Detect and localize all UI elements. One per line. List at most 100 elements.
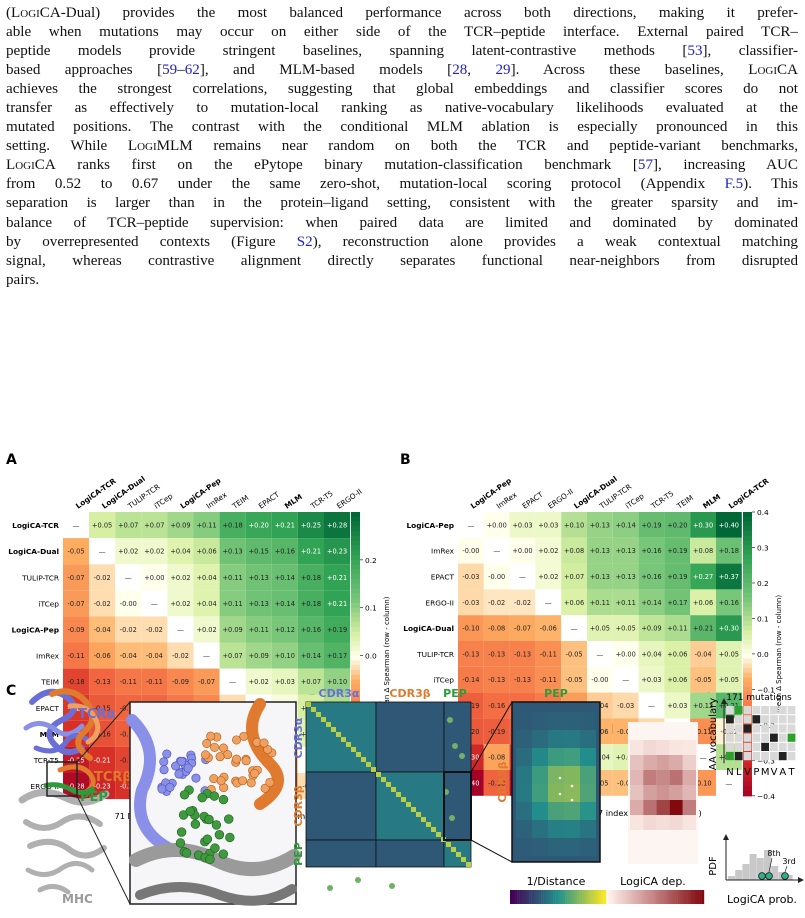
pep-atom <box>179 790 190 800</box>
heat-cell <box>664 589 691 616</box>
citation-link[interactable]: 57 <box>637 157 654 174</box>
citation-link[interactable]: S2 <box>296 233 313 250</box>
heat-cell-label: — <box>648 703 655 711</box>
heat-cell <box>561 512 587 538</box>
citation-link[interactable]: 28 <box>452 62 468 79</box>
text-run: mutated positions. The contrast with the… <box>6 119 798 136</box>
label-mhc: MHC <box>62 892 93 906</box>
colorbar-segment <box>743 620 752 627</box>
heat-cell <box>324 616 351 643</box>
zoom-line <box>470 701 513 773</box>
heat-cell-label: -0.02 <box>94 600 111 608</box>
heat-cell-label: +0.20 <box>667 521 687 529</box>
legend-gradient <box>603 890 607 904</box>
zoom-cell <box>580 748 596 766</box>
heat-cell <box>89 668 116 695</box>
heat-cell <box>271 564 298 591</box>
legend-gradient <box>653 890 657 904</box>
row-label: TULIP-TCR <box>416 650 454 659</box>
heat-cell <box>89 512 116 539</box>
dependency-cell <box>682 815 696 830</box>
legend-gradient <box>617 890 621 904</box>
colorbar-segment <box>743 601 752 608</box>
column-label: TEIM <box>674 493 695 511</box>
pep-atom <box>181 848 192 858</box>
vocab-cell <box>778 733 787 742</box>
legend-gradient <box>510 890 513 904</box>
heat-cell <box>458 641 484 667</box>
heat-cell-label: -0.13 <box>94 678 111 686</box>
heat-cell-label: +0.05 <box>92 522 112 530</box>
heat-cell-label: -0.21 <box>120 783 137 791</box>
zoom-cell <box>516 748 532 766</box>
legend-gradient <box>660 890 664 904</box>
tcra-atom <box>165 782 175 792</box>
heat-cell-label: -0.25 <box>68 756 85 764</box>
heat-cell-label: +0.13 <box>249 600 269 608</box>
vocab-cell <box>752 724 761 733</box>
heat-cell-label: -0.07 <box>68 600 85 608</box>
heat-cell <box>561 589 587 616</box>
colorbar-segment <box>351 636 360 642</box>
histogram-bar <box>756 858 764 880</box>
citation-link[interactable]: F.5 <box>724 176 744 193</box>
legend-gradient <box>634 890 637 904</box>
column-label: TCR-T5 <box>649 489 676 512</box>
dependency-cell <box>682 800 696 815</box>
colorbar-segment <box>351 540 360 547</box>
pep-atom <box>176 827 187 837</box>
row-label: EPACT <box>36 704 60 713</box>
heat-cell <box>664 666 691 693</box>
heat-cell-label: -0.07 <box>198 678 215 686</box>
dependency-cell <box>656 755 670 770</box>
paragraph-line: based approaches [59–62], and MLM-based … <box>6 61 798 80</box>
heat-cell-label: +0.21 <box>275 522 295 530</box>
heat-cell-label: — <box>725 780 732 788</box>
heat-cell-label: -0.11 <box>540 650 557 658</box>
zoom-cell <box>580 712 596 730</box>
vocab-cell <box>752 733 761 742</box>
dependency-cell <box>656 770 670 785</box>
heat-cell <box>115 668 142 695</box>
diagonal-cell <box>421 817 426 822</box>
heat-cell-label: -0.04 <box>120 652 137 660</box>
colorbar-segment <box>743 757 752 764</box>
heat-cell <box>664 641 691 667</box>
vocab-cell <box>770 752 778 761</box>
colorbar-segment <box>351 588 360 594</box>
heat-cell <box>638 666 665 693</box>
citation-link[interactable]: 59 <box>162 62 178 79</box>
heat-cell-label: +0.16 <box>641 547 661 555</box>
legend-gradient <box>567 890 571 904</box>
heat-cell <box>716 666 742 693</box>
text-run: LogiCA <box>11 5 61 21</box>
heat-cell-label: -0.18 <box>488 779 505 787</box>
panel-e-dependency: LogiCA dep. <box>608 722 705 904</box>
colorbar-segment <box>351 641 360 647</box>
citation-link[interactable]: 53 <box>687 43 703 60</box>
heat-cell <box>245 538 272 565</box>
text-run: ). This <box>743 176 798 193</box>
heat-cell-label: +0.21 <box>693 625 713 633</box>
heat-cell-diagonal <box>167 616 194 643</box>
heat-cell-label: +0.11 <box>249 626 269 634</box>
colorbar-tick-label: −0.4 <box>757 792 775 801</box>
citation-link[interactable]: 29 <box>495 62 511 79</box>
tcrb-atom <box>210 742 220 752</box>
heat-cell <box>483 512 510 538</box>
pep-atom <box>190 819 201 829</box>
diagonal-cell <box>466 862 471 867</box>
zoom-cell <box>548 784 564 802</box>
legend-gradient <box>646 890 649 904</box>
heat-cell-label: +0.10 <box>564 521 584 529</box>
heat-cell <box>612 589 639 616</box>
diagonal-cell <box>356 752 361 757</box>
zoom-cell <box>564 820 580 838</box>
zoom-cell <box>564 748 580 766</box>
heat-cell <box>483 666 510 693</box>
heat-cell-label: +0.04 <box>641 650 661 658</box>
paragraph-line: LogiCA ranks first on the ePytope binary… <box>6 156 798 175</box>
citation-link[interactable]: 62 <box>184 62 200 79</box>
heat-cell-label: +0.06 <box>196 548 216 556</box>
heat-cell-label: +0.16 <box>275 548 295 556</box>
